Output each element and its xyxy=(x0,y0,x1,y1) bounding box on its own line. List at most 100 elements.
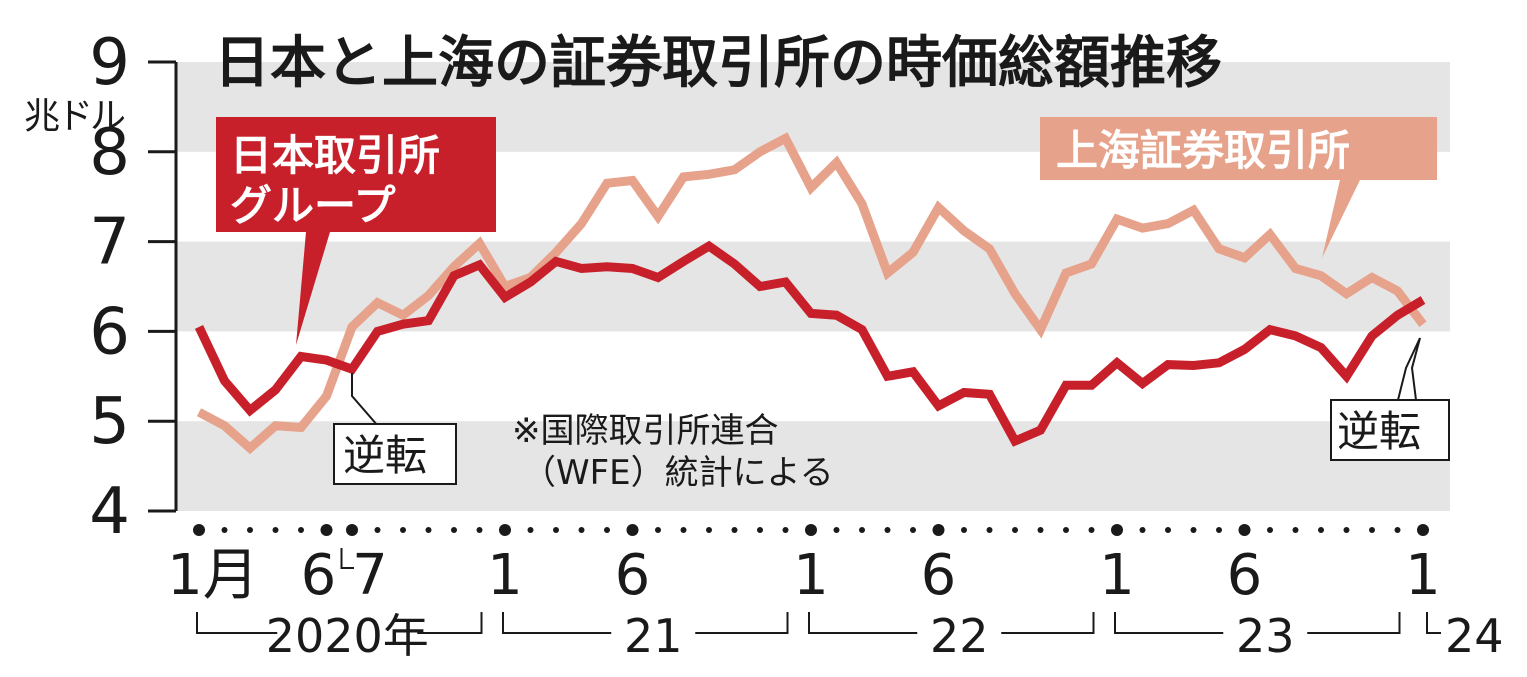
month-dot xyxy=(247,527,253,533)
month-dot xyxy=(1012,527,1018,533)
x-tick-label: 1 xyxy=(1099,543,1135,608)
month-dot xyxy=(320,524,333,536)
month-dot xyxy=(221,527,228,533)
month-dot xyxy=(1343,527,1350,533)
reversal-callout-2020: 逆転 xyxy=(333,373,457,485)
month-dot xyxy=(374,527,381,533)
month-dot xyxy=(604,527,610,533)
year-label: 2020年 xyxy=(266,609,429,663)
x-axis-month-dots xyxy=(193,524,1429,536)
month-dot xyxy=(346,524,358,536)
series-line xyxy=(194,240,1426,447)
x-tick-label: 7 xyxy=(352,543,388,608)
year-label: 22 xyxy=(930,609,989,663)
month-dot xyxy=(298,527,304,533)
japan-series-label: 日本取引所グループ xyxy=(216,117,496,345)
year-bracket xyxy=(502,612,612,634)
year-bracket xyxy=(1114,612,1224,634)
year-bracket xyxy=(1307,612,1401,634)
month-dot xyxy=(553,527,559,533)
x-tick-label: 6 xyxy=(921,543,957,608)
year-label: 21 xyxy=(624,609,683,663)
month-dot xyxy=(731,527,738,533)
month-dot xyxy=(626,524,639,536)
month-dot xyxy=(782,527,789,533)
month-dot xyxy=(1190,527,1197,533)
year-bracket xyxy=(1001,612,1095,634)
x-tick-label: 1 xyxy=(487,543,523,608)
x-tick-label: 6 xyxy=(1227,543,1263,608)
x-tick-label: 1 xyxy=(1405,543,1441,608)
y-tick-label: 5 xyxy=(89,385,130,459)
source-note-line1: ※国際取引所連合 xyxy=(512,411,779,451)
month-dot xyxy=(476,527,483,533)
month-dot xyxy=(833,527,840,533)
japan-label-line: 日本取引所 xyxy=(230,131,440,180)
year-bracket xyxy=(695,612,789,634)
year-label: 23 xyxy=(1236,609,1295,663)
reversal-callout-2024: 逆転 xyxy=(1330,337,1450,461)
month-dot xyxy=(193,524,205,536)
month-dot xyxy=(1063,527,1069,533)
shanghai-series-label-text: 上海証券取引所 xyxy=(1056,126,1350,175)
year-bracket xyxy=(196,612,278,634)
y-tick-label: 4 xyxy=(89,475,130,549)
x-tick-label: 1月 xyxy=(167,543,259,608)
year-bracket xyxy=(808,612,918,634)
source-note-line2: （WFE）統計による xyxy=(522,453,834,493)
shanghai-series-label: 上海証券取引所 xyxy=(1040,117,1437,258)
year-bracket xyxy=(1426,612,1441,634)
x-tick-labels: 1月 6 7 1 6 1 6 1 6 1 xyxy=(167,543,1441,608)
chart-title: 日本と上海の証券取引所の時価総額推移 xyxy=(214,31,1222,96)
y-axis-unit: 兆ドル xyxy=(24,96,125,137)
x-tick-label: 1 xyxy=(793,543,829,608)
y-tick-label: 7 xyxy=(89,206,130,280)
month-dot xyxy=(451,527,457,533)
y-tick-label: 8 xyxy=(89,116,130,190)
month-dot xyxy=(1267,527,1273,533)
month-dot xyxy=(425,527,432,533)
series-line xyxy=(196,132,1427,455)
month-dot xyxy=(1216,527,1222,533)
month-dot xyxy=(1369,527,1375,533)
y-tick-label: 6 xyxy=(89,295,130,369)
month-dot xyxy=(1139,527,1146,533)
reversal-label-2024: 逆転 xyxy=(1337,407,1421,456)
y-tick-label: 9 xyxy=(89,26,130,100)
month-dot xyxy=(1292,527,1299,533)
month-dot xyxy=(884,527,891,533)
month-dot xyxy=(1238,524,1251,536)
month-dot xyxy=(706,527,712,533)
month-dot xyxy=(757,527,763,533)
month-dot xyxy=(1088,527,1095,533)
japan-series-label-text: 日本取引所グループ xyxy=(230,131,440,230)
year-brackets: 2020年 21 22 23 24 xyxy=(196,609,1504,663)
month-dot xyxy=(910,527,916,533)
month-dot xyxy=(400,527,406,533)
year-label: 24 xyxy=(1445,609,1504,663)
month-dot xyxy=(986,527,993,533)
month-dot xyxy=(932,524,945,536)
month-dot xyxy=(1165,527,1171,533)
month-dot xyxy=(655,527,661,533)
month-dot xyxy=(578,527,585,533)
month-dot xyxy=(859,527,865,533)
reversal-label-2020: 逆転 xyxy=(343,431,427,480)
japan-label-line: グループ xyxy=(230,181,395,230)
year-bracket xyxy=(417,612,483,634)
x-tick-label: 6 xyxy=(301,543,337,608)
month-dot xyxy=(1111,524,1123,536)
month-dot xyxy=(961,527,967,533)
month-dot xyxy=(680,527,687,533)
month-dot xyxy=(499,524,511,536)
month-dot xyxy=(1417,524,1429,536)
month-dot xyxy=(1394,527,1401,533)
tick-connector xyxy=(340,548,354,569)
month-dot xyxy=(805,524,817,536)
month-dot xyxy=(527,527,534,533)
x-tick-label: 6 xyxy=(615,543,651,608)
month-dot xyxy=(272,527,279,533)
y-axis xyxy=(148,60,178,513)
y-tick-labels: 9 8 7 6 5 4 xyxy=(89,26,130,549)
